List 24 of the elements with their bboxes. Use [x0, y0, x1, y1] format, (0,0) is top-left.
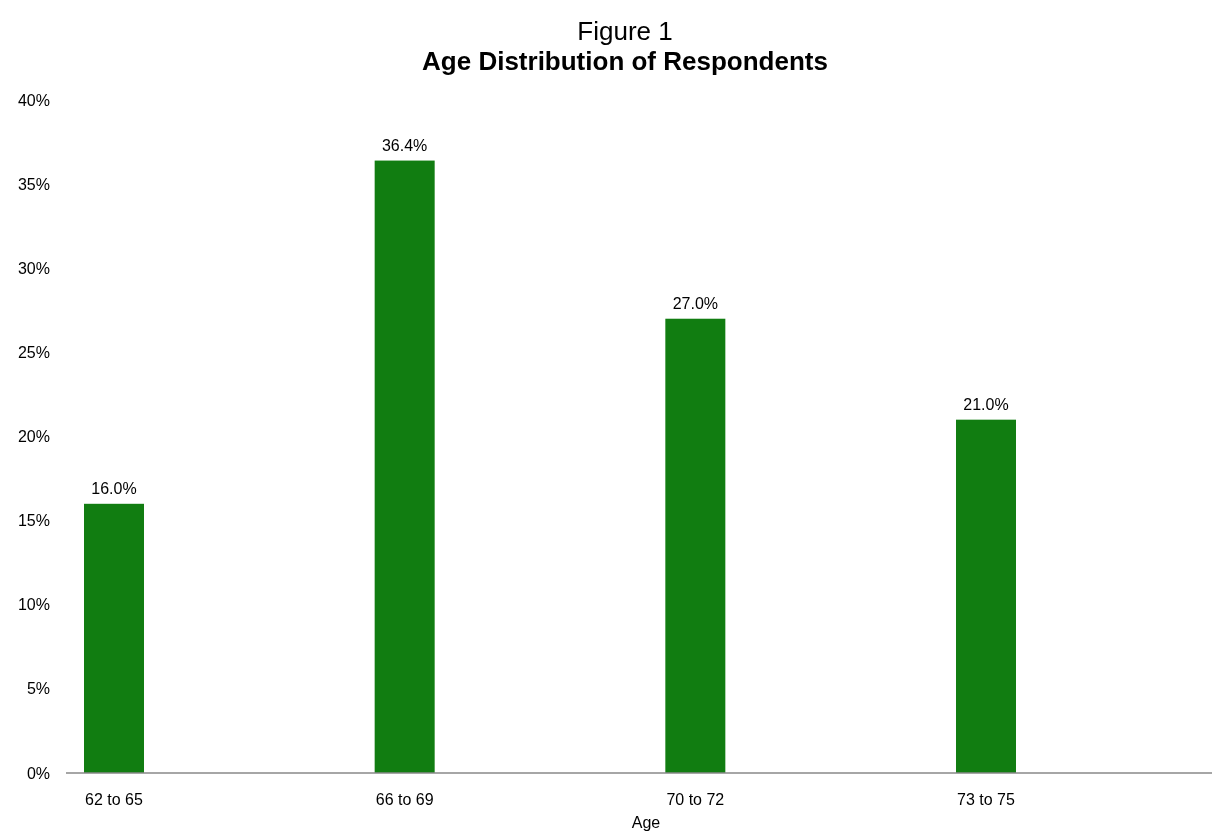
y-tick-label: 0%	[26, 764, 50, 782]
x-tick-label: 62 to 65	[85, 791, 144, 808]
data-label: 21.0%	[963, 395, 1009, 413]
chart-subtitle: Age Distribution of Respondents	[422, 46, 828, 76]
y-tick-label: 25%	[17, 343, 50, 361]
bar	[665, 318, 726, 773]
chart-title: Figure 1	[577, 16, 673, 46]
bar	[956, 419, 1016, 773]
y-tick-label: 40%	[17, 91, 50, 109]
data-label: 36.4%	[381, 136, 428, 154]
data-label: 16.0%	[91, 479, 137, 497]
y-tick-label: 20%	[17, 428, 50, 446]
y-tick-label: 5%	[26, 680, 50, 698]
y-tick-label: 35%	[17, 175, 50, 193]
x-axis-title: Age	[631, 814, 661, 831]
x-tick-label: 66 to 69	[375, 791, 434, 808]
x-tick-label: 70 to 72	[666, 791, 725, 808]
y-tick-label: 10%	[17, 596, 50, 614]
y-tick-label: 15%	[17, 512, 50, 530]
data-label: 27.0%	[672, 294, 719, 312]
y-tick-label: 30%	[17, 259, 50, 277]
bar	[374, 160, 435, 773]
bar	[84, 503, 144, 773]
x-tick-label: 73 to 75	[957, 791, 1016, 808]
